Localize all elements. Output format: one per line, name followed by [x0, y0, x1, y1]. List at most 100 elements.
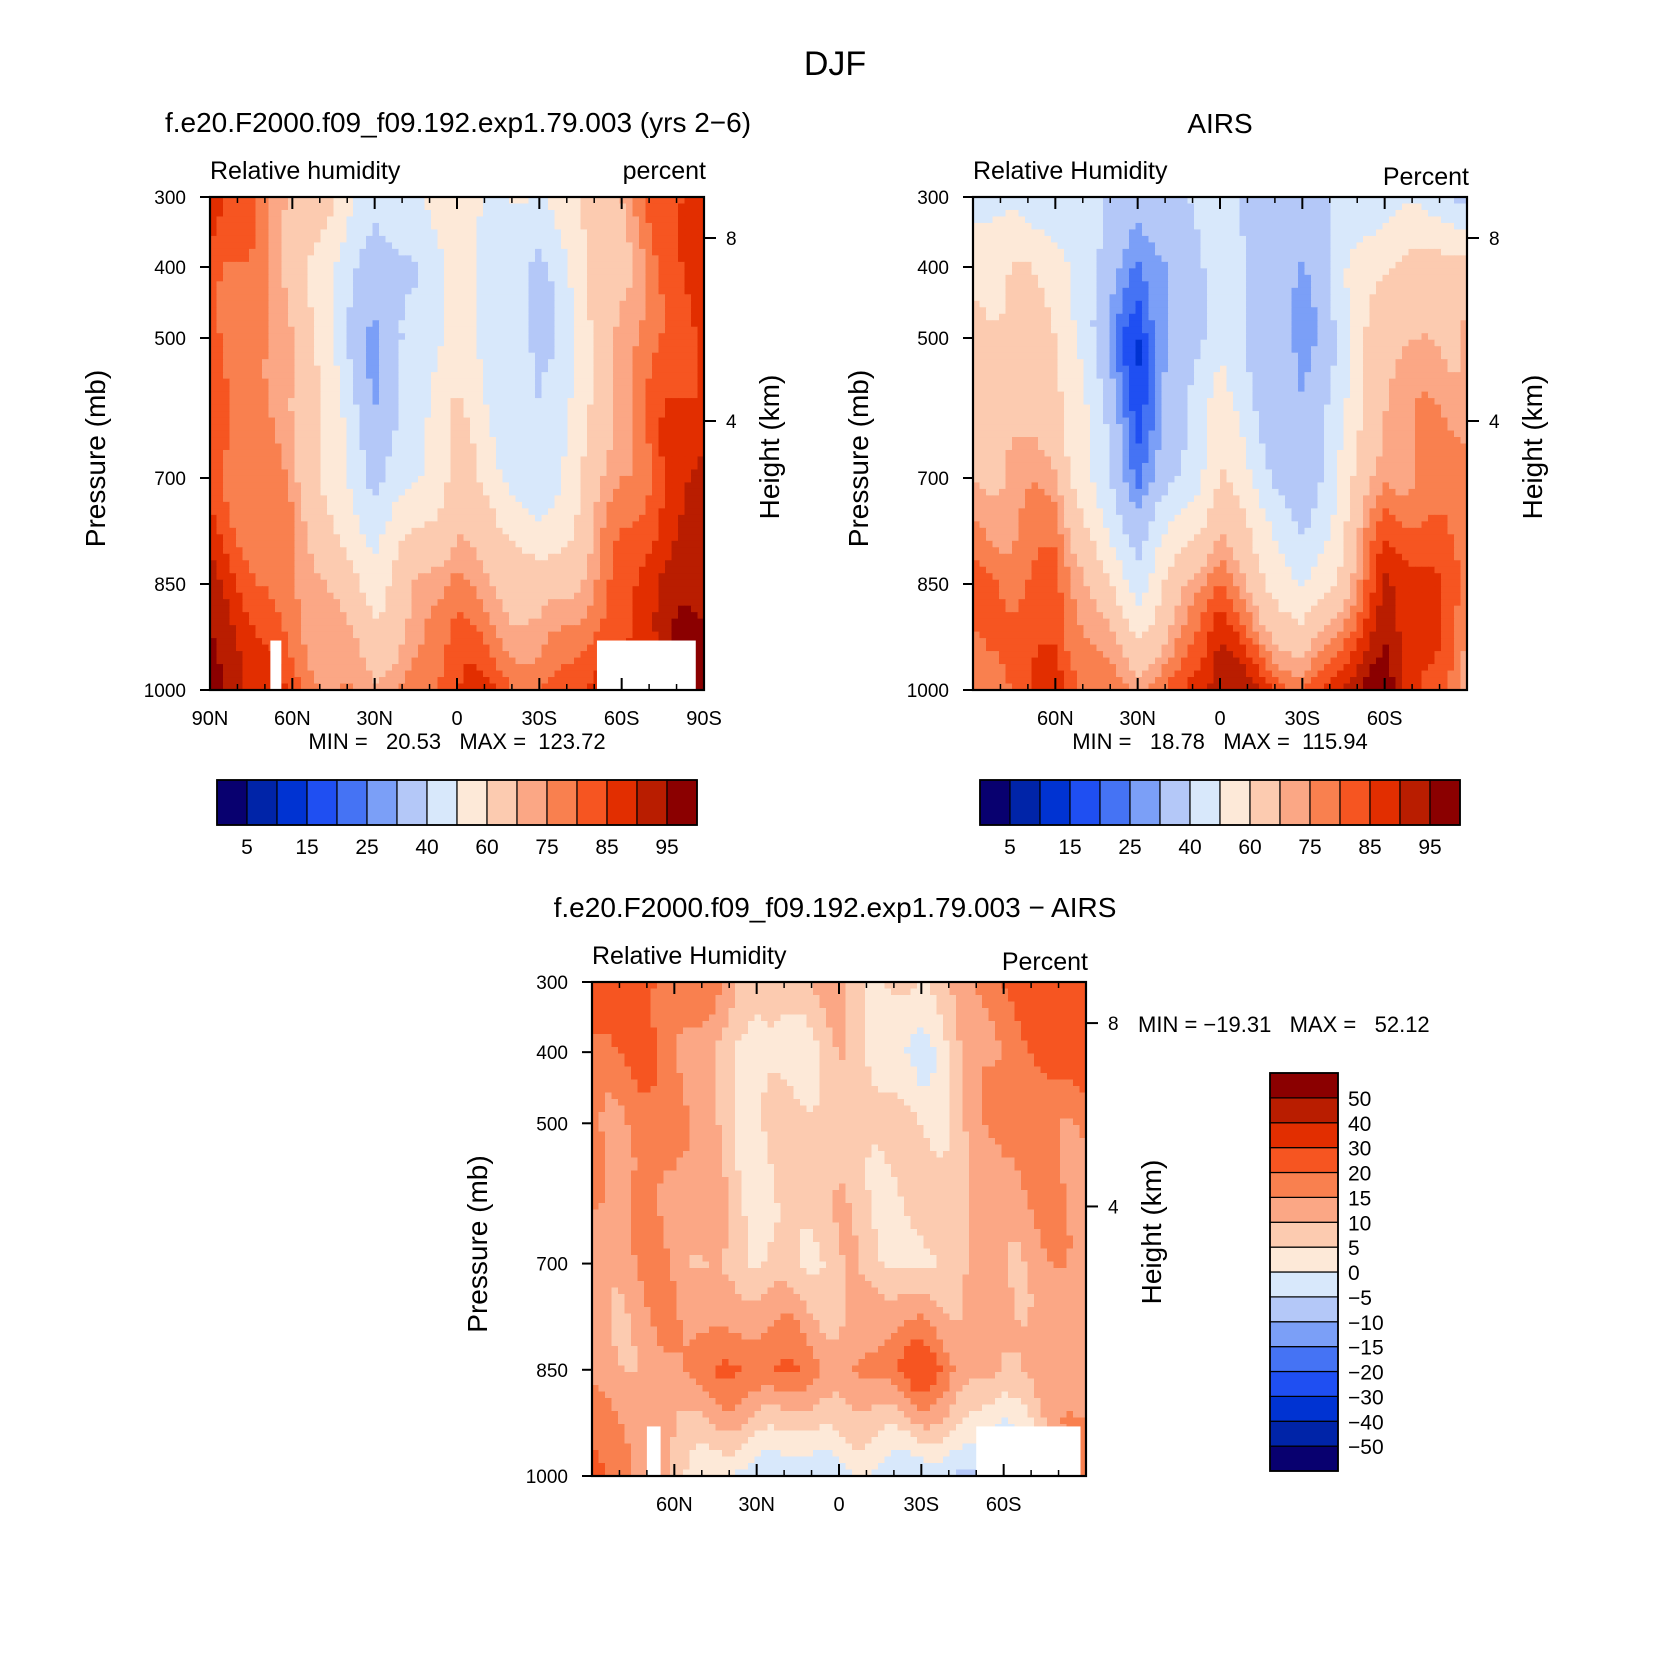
field-cell	[606, 417, 614, 425]
field-cell	[457, 573, 465, 581]
field-cell	[541, 566, 549, 574]
field-cell	[327, 281, 335, 289]
field-cell	[249, 333, 257, 341]
field-cell	[489, 612, 497, 620]
field-cell	[288, 618, 296, 626]
field-cell	[483, 391, 491, 399]
field-cell	[502, 443, 510, 451]
field-cell	[652, 547, 660, 555]
field-cell	[528, 553, 536, 561]
field-cell	[600, 203, 608, 211]
field-cell	[418, 378, 426, 386]
field-cell	[392, 287, 400, 295]
field-cell	[359, 385, 367, 393]
field-cell	[522, 378, 530, 386]
field-cell	[593, 222, 601, 231]
field-cell	[554, 242, 562, 250]
field-cell	[658, 462, 666, 471]
field-cell	[463, 365, 471, 373]
field-cell	[223, 521, 231, 529]
field-cell	[242, 501, 250, 509]
field-cell	[645, 352, 653, 360]
field-cell	[496, 339, 504, 347]
field-cell	[327, 534, 335, 542]
field-cell	[314, 404, 322, 412]
field-cell	[691, 385, 699, 393]
field-cell	[333, 521, 341, 529]
field-cell	[405, 398, 413, 406]
field-cell	[658, 501, 666, 509]
field-cell	[379, 475, 387, 484]
field-cell	[333, 372, 341, 380]
field-cell	[307, 235, 315, 244]
field-cell	[580, 527, 588, 535]
field-cell	[411, 326, 419, 334]
field-cell	[457, 495, 465, 503]
field-cell	[528, 462, 536, 471]
field-cell	[444, 527, 452, 535]
field-cell	[522, 534, 530, 542]
field-cell	[301, 294, 309, 302]
field-cell	[359, 281, 367, 289]
field-cell	[697, 359, 705, 367]
field-cell	[632, 482, 640, 490]
field-cell	[541, 514, 549, 522]
field-cell	[483, 449, 491, 458]
field-cell	[658, 274, 666, 282]
field-cell	[372, 365, 380, 373]
field-cell	[229, 294, 237, 302]
field-cell	[678, 287, 686, 295]
field-cell	[515, 514, 523, 522]
field-cell	[411, 521, 419, 529]
field-cell	[359, 333, 367, 341]
field-cell	[281, 229, 289, 237]
field-cell	[632, 469, 640, 477]
field-cell	[606, 255, 614, 263]
field-cell	[678, 320, 686, 328]
field-cell	[418, 508, 426, 516]
field-cell	[574, 417, 582, 425]
field-cell	[249, 255, 257, 263]
field-cell	[678, 248, 686, 256]
field-cell	[515, 599, 523, 607]
field-cell	[515, 365, 523, 373]
field-cell	[301, 248, 309, 256]
field-cell	[528, 216, 536, 224]
field-cell	[366, 209, 374, 218]
field-cell	[658, 437, 666, 445]
field-cell	[281, 411, 289, 419]
field-cell	[229, 261, 237, 269]
contour-field-model	[210, 197, 705, 691]
field-cell	[554, 287, 562, 295]
field-cell	[242, 287, 250, 295]
field-cell	[567, 424, 575, 432]
field-cell	[645, 294, 653, 302]
field-cell	[561, 417, 569, 425]
field-cell	[398, 320, 406, 328]
field-cell	[691, 307, 699, 315]
field-cell	[671, 573, 679, 581]
field-cell	[320, 482, 328, 490]
field-cell	[229, 209, 237, 218]
field-cell	[210, 255, 218, 263]
field-cell	[275, 527, 283, 535]
field-cell	[515, 527, 523, 535]
field-cell	[366, 359, 374, 367]
field-cell	[307, 573, 315, 581]
field-cell	[496, 359, 504, 367]
field-cell	[483, 326, 491, 334]
field-cell	[366, 449, 374, 458]
field-cell	[216, 560, 224, 568]
field-cell	[691, 326, 699, 334]
field-cell	[418, 488, 426, 496]
field-cell	[294, 209, 302, 218]
field-cell	[561, 372, 569, 380]
field-cell	[346, 235, 354, 244]
field-cell	[671, 547, 679, 555]
field-cell	[385, 618, 393, 626]
field-cell	[307, 437, 315, 445]
field-cell	[340, 475, 348, 484]
field-cell	[327, 560, 335, 568]
field-cell	[489, 320, 497, 328]
field-cell	[450, 197, 458, 205]
